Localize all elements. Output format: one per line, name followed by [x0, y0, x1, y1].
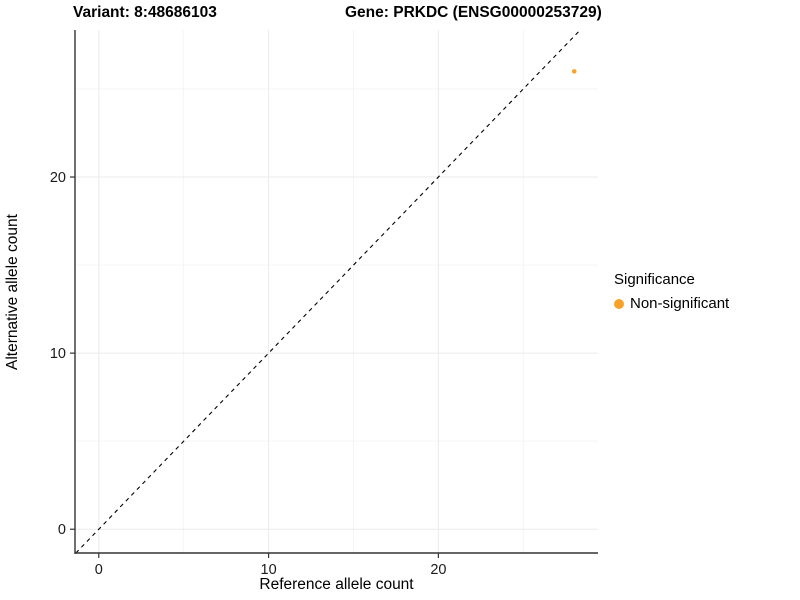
- y-tick-label: 10: [50, 346, 66, 362]
- plot-title-gene: Gene: PRKDC (ENSG00000253729): [345, 4, 602, 21]
- x-tick-label: 20: [430, 562, 446, 578]
- plot-title-variant: Variant: 8:48686103: [73, 4, 217, 21]
- legend-point-icon: [614, 298, 624, 309]
- identity-dashed-line: [75, 29, 581, 554]
- y-tick-label: 0: [58, 522, 66, 538]
- legend: Significance Non-significant: [614, 271, 729, 312]
- x-axis-title: Reference allele count: [259, 576, 414, 593]
- legend-item-label: Non-significant: [630, 295, 730, 312]
- legend-item-non-significant: Non-significant: [614, 295, 729, 312]
- x-tick-label: 10: [261, 562, 277, 578]
- y-tick-label: 20: [50, 170, 66, 186]
- legend-title: Significance: [614, 271, 695, 288]
- x-tick-label: 0: [95, 562, 103, 578]
- data-point: [571, 69, 577, 74]
- y-axis-title: Alternative allele count: [4, 214, 21, 370]
